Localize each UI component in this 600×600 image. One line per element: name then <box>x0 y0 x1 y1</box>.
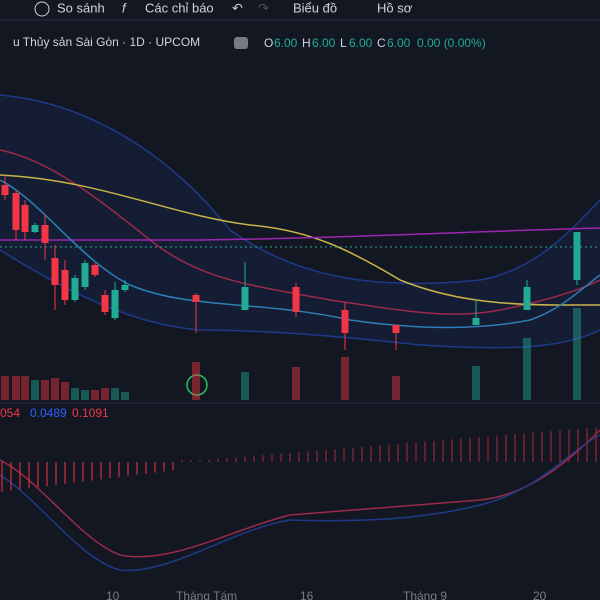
candle-body <box>31 225 39 232</box>
candle-body <box>71 278 79 300</box>
compare-button[interactable]: So sánh <box>57 0 105 15</box>
volume-bar <box>192 362 200 400</box>
volume-bar <box>523 338 531 400</box>
ma-red <box>0 149 600 315</box>
candle-body <box>121 285 129 290</box>
macd-line <box>0 434 600 572</box>
macd-value: 054 <box>0 406 20 420</box>
label: O <box>264 36 273 50</box>
indicators-button[interactable]: Các chỉ báo <box>145 0 214 15</box>
candle-body <box>523 287 531 310</box>
value: 6.00 <box>274 36 298 50</box>
symbol-name: u Thủy sản Sài Gòn · 1D · UPCOM <box>13 35 200 49</box>
redo-button: ↷ <box>258 0 269 15</box>
candle-body <box>292 287 300 312</box>
toolbar <box>0 0 600 20</box>
value: 6.00 <box>387 36 411 50</box>
label: C <box>377 36 386 50</box>
volume-bar <box>121 392 129 400</box>
volume-bar <box>111 388 119 400</box>
ma-blue <box>0 179 600 329</box>
collapse-button[interactable] <box>234 37 248 49</box>
candle-body <box>41 225 49 243</box>
value: 6.00 <box>312 36 336 50</box>
volume-bar <box>21 376 29 400</box>
volume-bar <box>241 372 249 400</box>
candle-body <box>111 290 119 318</box>
macd-value: 0.0489 <box>30 406 67 420</box>
chart-menu[interactable]: Biểu đồ <box>293 0 337 15</box>
ma-purple <box>0 227 600 241</box>
value: 6.00 <box>349 36 373 50</box>
volume-bar <box>61 382 69 400</box>
volume-bar <box>31 380 39 400</box>
undo-button[interactable]: ↶ <box>232 0 243 15</box>
macd-value: 0.1091 <box>72 406 109 420</box>
event-marker[interactable] <box>186 374 208 396</box>
compare-icon[interactable] <box>34 1 50 17</box>
change: 0.00 (0.00%) <box>417 36 486 50</box>
volume-bar <box>71 388 79 400</box>
macd-histogram <box>1 427 597 492</box>
candle-body <box>81 263 89 287</box>
x-axis-label: 10 <box>106 589 120 600</box>
label: L <box>340 36 347 50</box>
volume-bar <box>573 308 581 400</box>
volume-bar <box>12 376 20 400</box>
candle-body <box>192 295 200 302</box>
x-axis-label: Tháng Tám <box>176 589 237 600</box>
candle-body <box>472 318 480 325</box>
volume-bar <box>51 378 59 400</box>
volume-bar <box>392 376 400 400</box>
band-upper <box>0 94 600 285</box>
label: H <box>302 36 311 50</box>
x-axis-label: Tháng 9 <box>403 589 447 600</box>
volume-bar <box>101 388 109 400</box>
volume-bar <box>41 380 49 400</box>
candle-body <box>51 258 59 285</box>
candle-body <box>12 193 20 230</box>
candle-body <box>573 232 581 280</box>
candle-body <box>241 287 249 310</box>
candle-body <box>21 205 29 232</box>
band-fill <box>0 95 600 348</box>
candle-body <box>61 270 69 300</box>
candle-body <box>392 325 400 333</box>
volume-bar <box>341 357 349 400</box>
indicators-icon[interactable]: f <box>122 0 127 15</box>
candle-body <box>341 310 349 333</box>
candle-body <box>101 295 109 312</box>
volume-bar <box>1 376 9 400</box>
x-axis-label: 16 <box>300 589 314 600</box>
profile-menu[interactable]: Hồ sơ <box>377 0 413 15</box>
ohlc-legend: O 6.00 H 6.00 L 6.00 C 6.00 0.00 (0.00%) <box>264 36 486 50</box>
x-axis-label: 20 <box>533 589 547 600</box>
volume-bar <box>472 366 480 400</box>
candle-body <box>1 185 9 195</box>
volume-bar <box>292 367 300 400</box>
volume-bar <box>91 390 99 400</box>
candle-body <box>91 265 99 275</box>
volume-bar <box>81 390 89 400</box>
